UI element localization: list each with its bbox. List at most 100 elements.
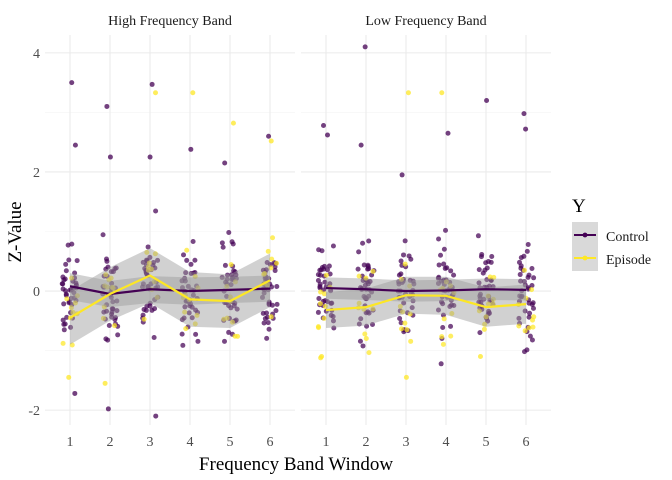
data-point (365, 281, 371, 287)
data-point (477, 330, 483, 336)
data-point-outlier (190, 90, 196, 96)
data-point (265, 320, 271, 326)
data-point (226, 229, 232, 235)
x-tick-label: 2 (363, 435, 370, 450)
data-point (407, 277, 413, 283)
data-point (362, 331, 368, 337)
data-point (152, 306, 158, 312)
data-point (225, 272, 231, 278)
data-point (188, 270, 194, 276)
data-point (62, 276, 68, 282)
data-point (224, 283, 230, 289)
data-point (530, 305, 536, 311)
panel-low-lines (325, 286, 527, 312)
data-point (322, 303, 328, 309)
data-point (261, 271, 267, 277)
data-point (318, 267, 324, 273)
data-point-outlier (188, 146, 194, 152)
data-point (449, 302, 455, 308)
data-point (68, 287, 74, 293)
data-point (259, 294, 265, 300)
data-point (440, 324, 446, 330)
data-point-outlier (153, 413, 159, 419)
panel-low-grid (301, 35, 551, 425)
data-point (186, 310, 192, 316)
data-point (193, 331, 199, 337)
data-point (486, 283, 492, 289)
data-point (442, 265, 448, 271)
data-point (269, 284, 275, 290)
data-point (529, 265, 535, 271)
data-point (317, 272, 323, 278)
data-point (401, 300, 407, 306)
data-point (451, 290, 457, 296)
data-point (229, 319, 235, 325)
data-point (68, 305, 74, 311)
data-point (366, 350, 372, 356)
data-point (103, 272, 109, 278)
data-point (524, 248, 530, 254)
data-point (184, 247, 190, 253)
data-point (356, 249, 362, 255)
data-point (518, 294, 524, 300)
data-point-outlier (477, 354, 483, 360)
x-tick-label: 5 (483, 435, 490, 450)
data-point (182, 309, 188, 315)
x-tick-label: 1 (67, 435, 74, 450)
data-point (482, 321, 488, 327)
data-point (69, 241, 75, 247)
data-point-outlier (107, 154, 113, 160)
data-point (530, 317, 536, 323)
data-point (153, 208, 159, 214)
data-point (521, 267, 527, 273)
data-point (188, 261, 194, 267)
data-point (402, 261, 408, 267)
data-point (398, 320, 404, 326)
data-point (234, 306, 240, 312)
data-point (436, 236, 442, 242)
data-point (366, 310, 372, 316)
data-point (330, 243, 336, 249)
data-point (399, 326, 405, 332)
data-point-outlier (484, 97, 490, 103)
data-point (436, 262, 442, 268)
data-point (522, 308, 528, 314)
data-point (61, 327, 67, 333)
data-point (68, 295, 74, 301)
data-point (521, 278, 527, 284)
panel-background (301, 35, 551, 425)
data-point (487, 274, 493, 280)
panel-low-x-ticks: 1 2 3 4 5 6 (323, 435, 530, 450)
data-point (269, 256, 275, 262)
data-point (63, 268, 69, 274)
data-point-outlier (149, 81, 155, 87)
data-point (318, 289, 324, 295)
data-point (192, 321, 198, 327)
data-point (316, 325, 322, 331)
data-point (357, 338, 363, 344)
data-point (145, 284, 151, 290)
mean-line-episode (325, 294, 527, 312)
data-point (522, 328, 528, 334)
data-point (370, 268, 376, 274)
data-point (72, 270, 78, 276)
data-point (64, 296, 70, 302)
data-point (485, 293, 491, 299)
data-point (219, 274, 225, 280)
data-point (222, 262, 228, 268)
data-point (61, 301, 67, 307)
data-point (358, 316, 364, 322)
data-point (140, 312, 146, 318)
data-point (152, 251, 158, 257)
data-point (112, 315, 118, 321)
data-point (223, 279, 229, 285)
data-point (516, 315, 522, 321)
data-point-outlier (66, 374, 72, 380)
data-point (185, 283, 191, 289)
data-point (270, 235, 276, 241)
data-point (355, 266, 361, 272)
y-tick-label: -2 (28, 404, 40, 419)
data-point (396, 272, 402, 278)
data-point (522, 349, 528, 355)
x-tick-label: 4 (443, 435, 450, 450)
